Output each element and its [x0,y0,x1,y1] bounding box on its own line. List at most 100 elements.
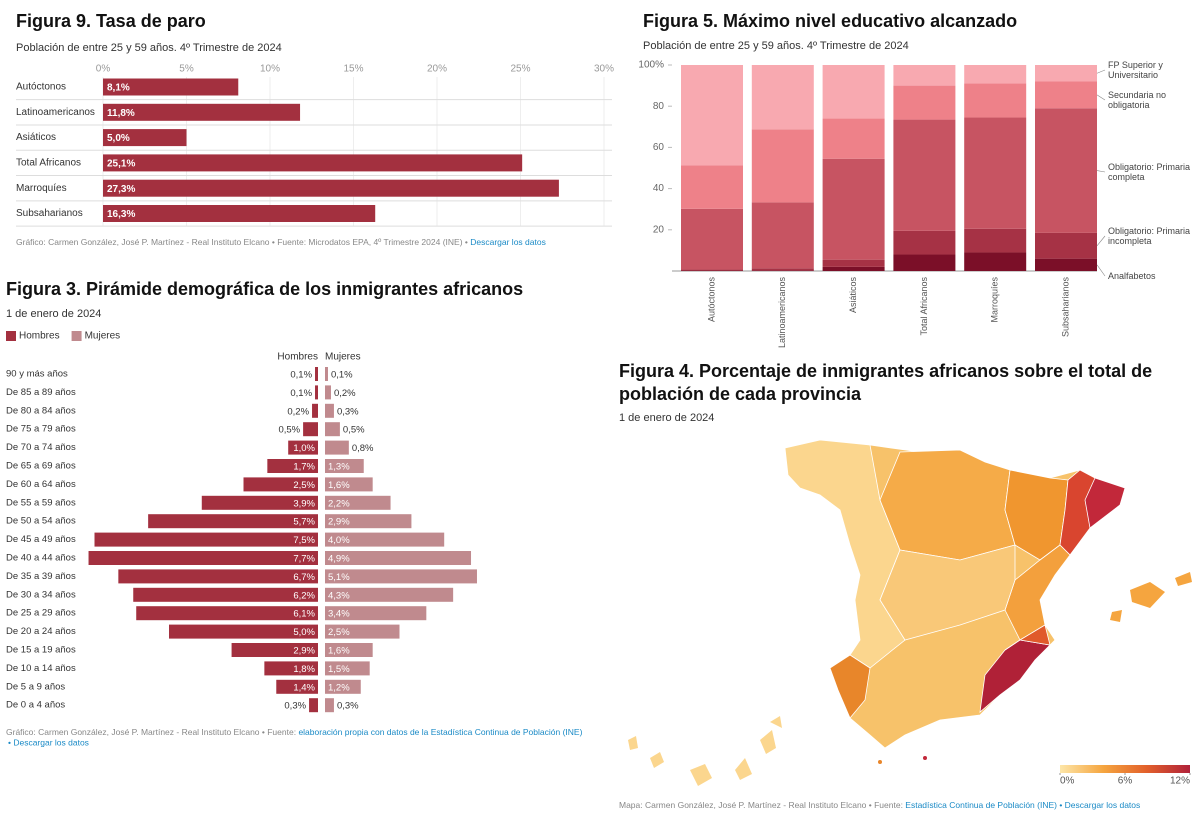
y-tick-label: 40 [653,183,665,194]
bar [325,385,331,400]
category-label: De 20 a 24 años [6,626,76,637]
bar [264,661,318,676]
legend-leader [1096,69,1106,74]
bar-segment [893,254,956,271]
bar [309,698,318,713]
bar-segment [893,119,956,231]
legend-swatch [6,331,16,341]
value-label: 0,2% [287,406,309,417]
chart-subtitle: Población de entre 25 y 59 años. 4º Trim… [16,42,282,54]
bar [325,569,477,584]
bar-segment [681,208,743,270]
legend-label: Obligatorio: Primaria completa [1108,162,1191,182]
legend-label-box: FP Superior y Universitario [1108,60,1163,80]
source-text: Mapa: Carmen González, José P. Martínez … [619,800,905,810]
value-label: 2,9% [293,646,315,657]
download-link[interactable]: Descargar los datos [470,237,546,247]
map-girona [1084,477,1126,529]
legend-label: Mujeres [85,331,121,342]
value-label: 2,5% [293,480,315,491]
bar [103,78,239,96]
bar [103,154,523,172]
y-tick-label: 100% [638,60,664,71]
bar [325,643,373,657]
bar [325,606,427,621]
bar-segment [964,252,1027,271]
color-scale [1060,765,1190,773]
x-tick-label: 10% [260,64,280,75]
value-label: 6,2% [293,590,315,601]
source: Gráfico: Carmen González, José P. Martín… [6,727,583,737]
x-tick-label: 30% [594,64,614,75]
category-label: Latinoamericanos [16,107,95,118]
bar [325,551,472,565]
bar [276,679,318,694]
bar [325,698,334,713]
legend-label-box: Obligatorio: Primaria completa [1108,162,1191,182]
value-label: 0,8% [352,443,374,454]
legend-label-box: Analfabetos [1108,271,1156,281]
bar-segment [1035,258,1097,271]
bar [325,495,391,510]
value-label: 3,9% [293,498,315,509]
value-label: 5,7% [293,517,315,528]
value-label: 2,9% [328,517,350,528]
bar [136,606,318,621]
bar-segment [964,228,1027,253]
category-label: De 25 a 29 años [6,608,76,619]
bar [103,103,301,121]
category-label: 90 y más años [6,369,68,380]
bar [325,477,373,492]
value-label: 7,7% [293,554,315,565]
x-tick-label: 0% [96,64,111,75]
source-link[interactable]: Estadística Continua de Población (INE) [905,800,1057,810]
value-label: 7,5% [293,535,315,546]
category-label: De 80 a 84 años [6,405,76,416]
y-tick-label: 80 [653,101,665,112]
bar [201,495,318,510]
legend-label: FP Superior y Universitario [1108,60,1163,80]
download-link[interactable]: • Descargar los datos [8,737,89,747]
bar [288,440,318,455]
category-label: De 55 a 59 años [6,497,76,508]
value-label: 0,3% [337,406,359,417]
value-label: 1,5% [328,664,350,675]
legend-leader [1096,94,1106,101]
bar [325,661,370,676]
bar-segment [822,158,885,260]
bar [103,205,376,222]
bar [169,624,318,639]
download-link[interactable]: • Descargar los datos [1057,800,1140,810]
chart-title: Figura 4. Porcentaje de inmigrantes afri… [619,361,1153,404]
bar-segment [964,117,1027,229]
bar [148,514,318,529]
bar [325,514,412,529]
category-label: De 10 a 14 años [6,663,76,674]
column-header: Mujeres [325,352,361,363]
category-label: De 65 a 69 años [6,461,76,472]
bar-segment [822,259,885,267]
x-tick-label: 25% [510,64,530,75]
x-tick-label: 5% [179,64,194,75]
column-header: Hombres [277,352,318,363]
map-canaries [628,716,782,786]
category-label: Total Africanos [16,158,81,169]
map-murcia [979,639,1051,713]
bar-segment [964,65,1027,84]
bar-segment [681,65,743,166]
category-label: De 70 a 74 años [6,442,76,453]
chart-subtitle: 1 de enero de 2024 [619,412,714,424]
bar-segment [751,129,814,203]
category-label: Autóctonos [16,82,66,93]
x-tick-label: Marroquíes [990,277,1000,323]
source-link[interactable]: elaboración propia con datos de la Estad… [298,727,582,737]
bar-segment [751,268,814,271]
bar [267,459,318,473]
legend-label-box: Secundaria no obligatoria [1108,90,1166,110]
source: Mapa: Carmen González, José P. Martínez … [619,800,1140,810]
category-label: De 15 a 19 años [6,645,76,656]
bar-segment [822,118,885,159]
bar-segment [893,85,956,120]
value-label: 27,3% [107,184,135,195]
value-label: 1,4% [293,682,315,693]
